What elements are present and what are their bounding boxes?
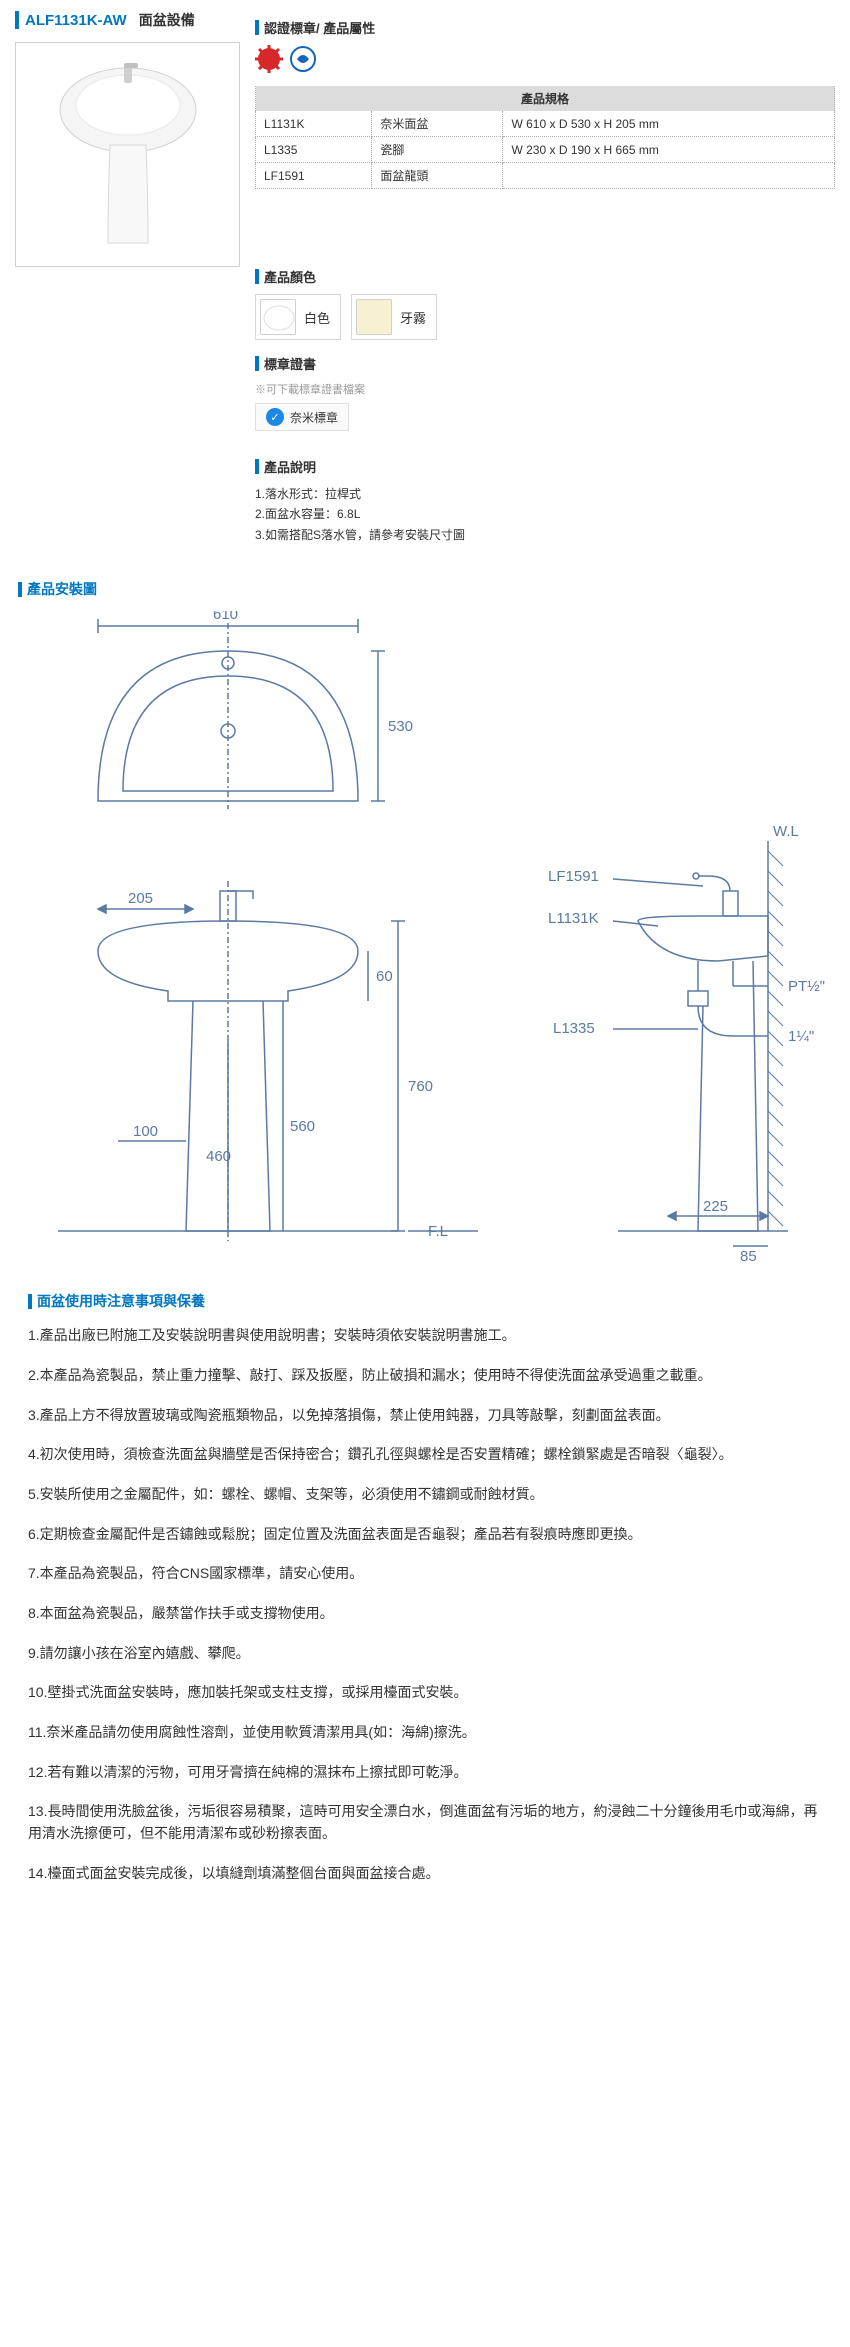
section-accent <box>255 20 259 35</box>
cert-badge-icon <box>255 45 283 76</box>
notice-item: 7.本產品為瓷製品，符合CNS國家標準，請安心使用。 <box>28 1563 822 1585</box>
section-accent <box>28 1294 32 1309</box>
table-row: L1131K 奈米面盆 W 610 x D 530 x H 205 mm <box>256 111 835 137</box>
notice-item: 4.初次使用時，須檢查洗面盆與牆壁是否保持密合；鑽孔孔徑與螺栓是否安置精確；螺栓… <box>28 1444 822 1466</box>
table-row: LF1591 面盆龍頭 <box>256 163 835 189</box>
color-label: 牙霧 <box>400 308 426 327</box>
diagram-section-title: 產品安裝圖 <box>27 579 97 599</box>
label-pedestal: L1335 <box>553 1020 595 1037</box>
notice-item: 12.若有難以清潔的污物，可用牙膏擠在純棉的濕抹布上擦拭即可乾淨。 <box>28 1762 822 1784</box>
notice-item: 5.安裝所使用之金屬配件，如：螺栓、螺帽、支架等，必須使用不鏽鋼或耐蝕材質。 <box>28 1484 822 1506</box>
spec-dim: W 230 x D 190 x H 665 mm <box>503 137 835 163</box>
label-pt: PT½" <box>788 978 825 995</box>
desc-list: 1.落水形式：拉桿式 2.面盆水容量：6.8L 3.如需搭配S落水管，請參考安裝… <box>255 484 835 545</box>
color-section-header: 產品顏色 <box>255 267 835 286</box>
dim-85: 85 <box>740 1248 757 1265</box>
notice-section-title: 面盆使用時注意事項與保養 <box>37 1291 205 1311</box>
installation-diagram: 610 530 <box>18 611 832 1271</box>
color-item: 白色 <box>255 294 341 340</box>
color-section-title: 產品顏色 <box>264 267 316 286</box>
spec-label: 瓷腳 <box>372 137 503 163</box>
color-swatch-ivory <box>356 299 392 335</box>
dim-100: 100 <box>133 1123 158 1140</box>
notice-item: 8.本面盆為瓷製品，嚴禁當作扶手或支撐物使用。 <box>28 1603 822 1625</box>
dim-205: 205 <box>128 890 153 907</box>
product-image <box>15 42 240 267</box>
product-header: ALF1131K-AW 面盆設備 <box>15 10 245 30</box>
desc-section-header: 產品說明 <box>255 457 835 476</box>
notice-list: 1.產品出廠已附施工及安裝說明書與使用說明書；安裝時須依安裝說明書施工。 2.本產… <box>28 1325 822 1884</box>
badge-section-title: 標章證書 <box>264 354 316 373</box>
cert-download-badge[interactable]: ✓ 奈米標章 <box>255 403 349 431</box>
label-basin: L1131K <box>548 910 599 927</box>
section-accent <box>255 459 259 474</box>
notice-item: 9.請勿讓小孩在浴室內嬉戲、攀爬。 <box>28 1643 822 1665</box>
dim-610: 610 <box>213 611 238 623</box>
desc-item: 1.落水形式：拉桿式 <box>255 484 835 504</box>
product-code: ALF1131K-AW <box>25 12 127 29</box>
dim-530: 530 <box>388 718 413 735</box>
spec-code: L1131K <box>256 111 372 137</box>
spec-dim <box>503 163 835 189</box>
spec-code: LF1591 <box>256 163 372 189</box>
color-swatches: 白色 牙霧 <box>255 294 835 340</box>
spec-code: L1335 <box>256 137 372 163</box>
desc-section-title: 產品說明 <box>264 457 316 476</box>
cert-section-title: 認證標章/ 產品屬性 <box>264 18 375 37</box>
section-accent <box>255 356 259 371</box>
spec-label: 奈米面盆 <box>372 111 503 137</box>
spec-table-header: 產品規格 <box>256 86 835 111</box>
section-accent <box>255 269 259 284</box>
label-wl: W.L <box>773 823 799 840</box>
cert-section-header: 認證標章/ 產品屬性 <box>255 18 835 37</box>
badge-section-header: 標章證書 <box>255 354 835 373</box>
color-swatch-white <box>260 299 296 335</box>
notice-item: 11.奈米產品請勿使用腐蝕性溶劑，並使用軟質清潔用具(如：海綿)擦洗。 <box>28 1722 822 1744</box>
notice-item: 3.產品上方不得放置玻璃或陶瓷瓶類物品，以免掉落損傷，禁止使用鈍器，刀具等敲擊，… <box>28 1405 822 1427</box>
notice-section-header: 面盆使用時注意事項與保養 <box>28 1291 822 1311</box>
dim-760: 760 <box>408 1078 433 1095</box>
desc-item: 3.如需搭配S落水管，請參考安裝尺寸圖 <box>255 525 835 545</box>
notice-item: 10.壁掛式洗面盆安裝時，應加裝托架或支柱支撐，或採用檯面式安裝。 <box>28 1682 822 1704</box>
badge-icon: ✓ <box>266 408 284 426</box>
badge-label: 奈米標章 <box>290 409 338 426</box>
dim-60: 60 <box>376 968 393 985</box>
notice-item: 6.定期檢查金屬配件是否鏽蝕或鬆脫；固定位置及洗面盆表面是否龜裂；產品若有裂痕時… <box>28 1524 822 1546</box>
section-accent <box>18 582 22 597</box>
color-label: 白色 <box>304 308 330 327</box>
spec-dim: W 610 x D 530 x H 205 mm <box>503 111 835 137</box>
notice-item: 14.檯面式面盆安裝完成後，以填縫劑填滿整個台面與面盆接合處。 <box>28 1863 822 1885</box>
desc-item: 2.面盆水容量：6.8L <box>255 504 835 524</box>
notice-item: 2.本產品為瓷製品，禁止重力撞擊、敲打、踩及扳壓，防止破損和漏水；使用時不得使洗… <box>28 1365 822 1387</box>
cert-note: ※可下載標章證書檔案 <box>255 381 835 397</box>
cert-icons <box>255 45 835 76</box>
spec-label: 面盆龍頭 <box>372 163 503 189</box>
dim-225: 225 <box>703 1198 728 1215</box>
label-faucet: LF1591 <box>548 868 599 885</box>
dim-560: 560 <box>290 1118 315 1135</box>
table-row: L1335 瓷腳 W 230 x D 190 x H 665 mm <box>256 137 835 163</box>
product-name: 面盆設備 <box>139 10 195 30</box>
color-item: 牙霧 <box>351 294 437 340</box>
diagram-section-header: 產品安裝圖 <box>18 579 832 599</box>
spec-table: 產品規格 L1131K 奈米面盆 W 610 x D 530 x H 205 m… <box>255 86 835 189</box>
notice-item: 1.產品出廠已附施工及安裝說明書與使用說明書；安裝時須依安裝說明書施工。 <box>28 1325 822 1347</box>
accent-bar <box>15 11 19 29</box>
label-inch: 1¼" <box>788 1028 814 1045</box>
cert-badge-icon <box>289 45 317 76</box>
notice-item: 13.長時間使用洗臉盆後，污垢很容易積聚，這時可用安全漂白水，倒進面盆有污垢的地… <box>28 1801 822 1844</box>
